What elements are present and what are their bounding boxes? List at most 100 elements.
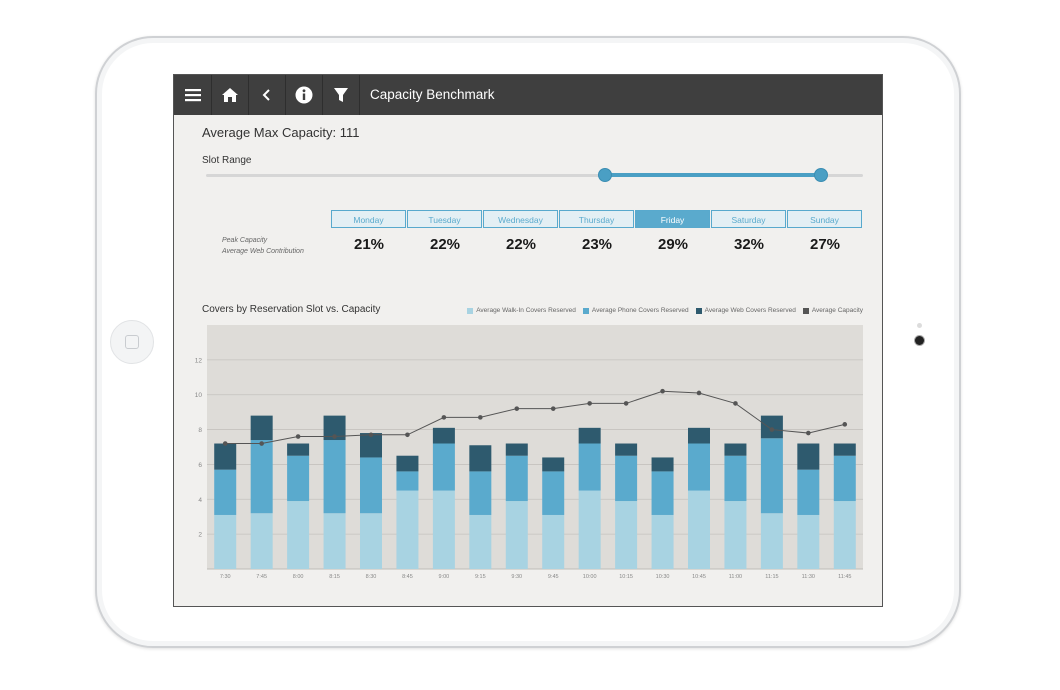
bar-web bbox=[505, 443, 528, 456]
sensor bbox=[917, 323, 922, 328]
x-tick-label: 11:45 bbox=[838, 574, 851, 580]
bar-walkin bbox=[250, 513, 273, 569]
bar-walkin bbox=[396, 490, 419, 569]
tab-thursday[interactable]: Thursday bbox=[559, 210, 634, 228]
bar-walkin bbox=[542, 514, 565, 569]
capacity-point bbox=[295, 434, 301, 439]
x-tick-label: 7:30 bbox=[220, 574, 231, 580]
bar-web bbox=[287, 443, 310, 456]
peak-capacity-label: Peak Capacity bbox=[222, 237, 268, 244]
home-button[interactable] bbox=[110, 320, 154, 364]
home-icon bbox=[221, 88, 238, 102]
x-tick-label: 11:30 bbox=[802, 574, 815, 580]
capacity-point bbox=[550, 406, 556, 411]
bar-walkin bbox=[760, 513, 783, 569]
legend-swatch-capacity bbox=[802, 307, 809, 314]
avg-max-capacity: Average Max Capacity: 111 bbox=[202, 125, 360, 140]
bar-web bbox=[250, 415, 273, 441]
tab-saturday[interactable]: Saturday bbox=[711, 210, 786, 228]
day-percentages: 21% 22% 22% 23% 29% 32% 27% bbox=[331, 236, 863, 253]
capacity-point bbox=[842, 422, 848, 427]
x-tick-label: 11:00 bbox=[729, 574, 742, 580]
bar-phone bbox=[469, 471, 492, 515]
bar-web bbox=[578, 427, 601, 444]
capacity-point bbox=[478, 415, 483, 420]
bar-walkin bbox=[688, 490, 710, 569]
bar-phone bbox=[651, 471, 674, 515]
legend-label-walkin: Average Walk-In Covers Reserved bbox=[476, 307, 576, 314]
legend-label-phone: Average Phone Covers Reserved bbox=[591, 307, 689, 314]
bar-phone bbox=[396, 471, 419, 491]
bar-walkin bbox=[323, 513, 346, 569]
bar-phone bbox=[214, 469, 237, 515]
page-title: Capacity Benchmark bbox=[370, 87, 495, 102]
tab-monday[interactable]: Monday bbox=[331, 210, 406, 228]
app-screen: Capacity Benchmark Average Max Capacity:… bbox=[173, 74, 883, 607]
legend-swatch-phone bbox=[582, 307, 589, 314]
slot-range-start-handle[interactable] bbox=[598, 168, 612, 182]
capacity-point bbox=[405, 432, 410, 438]
bar-phone bbox=[360, 457, 382, 514]
bar-phone bbox=[578, 443, 601, 491]
camera bbox=[915, 336, 924, 345]
x-tick-label: 8:15 bbox=[329, 574, 340, 580]
pct-friday: 29% bbox=[657, 236, 689, 253]
tab-wednesday[interactable]: Wednesday bbox=[483, 210, 558, 228]
bar-web bbox=[833, 443, 856, 456]
x-tick-label: 10:30 bbox=[656, 574, 670, 580]
legend-web: Average Web Covers Reserved bbox=[695, 307, 796, 314]
home-nav-button[interactable] bbox=[211, 75, 249, 115]
bar-phone bbox=[724, 455, 747, 502]
bar-web bbox=[469, 445, 492, 472]
bar-walkin bbox=[214, 514, 237, 569]
bar-web bbox=[615, 443, 638, 456]
bar-walkin bbox=[432, 490, 455, 569]
capacity-point bbox=[733, 401, 738, 406]
capacity-point bbox=[623, 401, 629, 406]
chevron-left-icon bbox=[262, 89, 270, 101]
tab-tuesday[interactable]: Tuesday bbox=[407, 210, 482, 228]
x-tick-label: 11:15 bbox=[765, 574, 778, 580]
bar-phone bbox=[688, 443, 710, 491]
legend-capacity: Average Capacity bbox=[802, 307, 863, 314]
y-tick-label: 10 bbox=[195, 392, 203, 399]
bar-phone bbox=[760, 438, 783, 514]
slot-range-track[interactable] bbox=[206, 174, 863, 177]
capacity-line bbox=[225, 390, 845, 445]
info-button[interactable] bbox=[285, 75, 323, 115]
bar-phone bbox=[323, 440, 346, 514]
bar-phone bbox=[432, 443, 455, 491]
legend-phone: Average Phone Covers Reserved bbox=[582, 307, 689, 314]
covers-chart: 2 4 6 8 10 12 7:30 7:45 8:00 8:15 8:30 8:45 9:00 9:15… bbox=[195, 325, 863, 580]
back-button[interactable] bbox=[248, 75, 286, 115]
chart-title: Covers by Reservation Slot vs. Capacity bbox=[202, 304, 381, 315]
capacity-point bbox=[696, 390, 702, 396]
bar-phone bbox=[797, 469, 820, 515]
bar-web bbox=[797, 443, 820, 470]
bar-walkin bbox=[833, 501, 856, 569]
filter-button[interactable] bbox=[322, 75, 360, 115]
pct-tuesday: 22% bbox=[429, 236, 461, 253]
bar-web bbox=[396, 455, 419, 472]
menu-button[interactable] bbox=[174, 75, 212, 115]
bar-walkin bbox=[360, 513, 382, 569]
bar-walkin bbox=[287, 501, 310, 569]
slot-range-end-handle[interactable] bbox=[814, 168, 828, 182]
chart-legend: Average Walk-In Covers Reserved Average … bbox=[460, 307, 863, 314]
bar-web bbox=[360, 433, 382, 458]
bar-web bbox=[688, 427, 710, 444]
capacity-point bbox=[769, 427, 775, 432]
capacity-point bbox=[587, 401, 592, 406]
bar-phone bbox=[287, 455, 310, 502]
bar-web bbox=[214, 443, 237, 470]
bar-web bbox=[651, 457, 674, 472]
bar-walkin bbox=[724, 501, 747, 569]
tab-sunday[interactable]: Sunday bbox=[787, 210, 862, 228]
y-tick-label: 6 bbox=[198, 462, 202, 469]
legend-swatch-web bbox=[695, 307, 702, 314]
y-tick-label: 12 bbox=[195, 357, 203, 364]
x-tick-label: 10:00 bbox=[583, 574, 597, 580]
bar-phone bbox=[833, 455, 856, 502]
tab-friday[interactable]: Friday bbox=[635, 210, 710, 228]
capacity-point bbox=[660, 388, 665, 394]
